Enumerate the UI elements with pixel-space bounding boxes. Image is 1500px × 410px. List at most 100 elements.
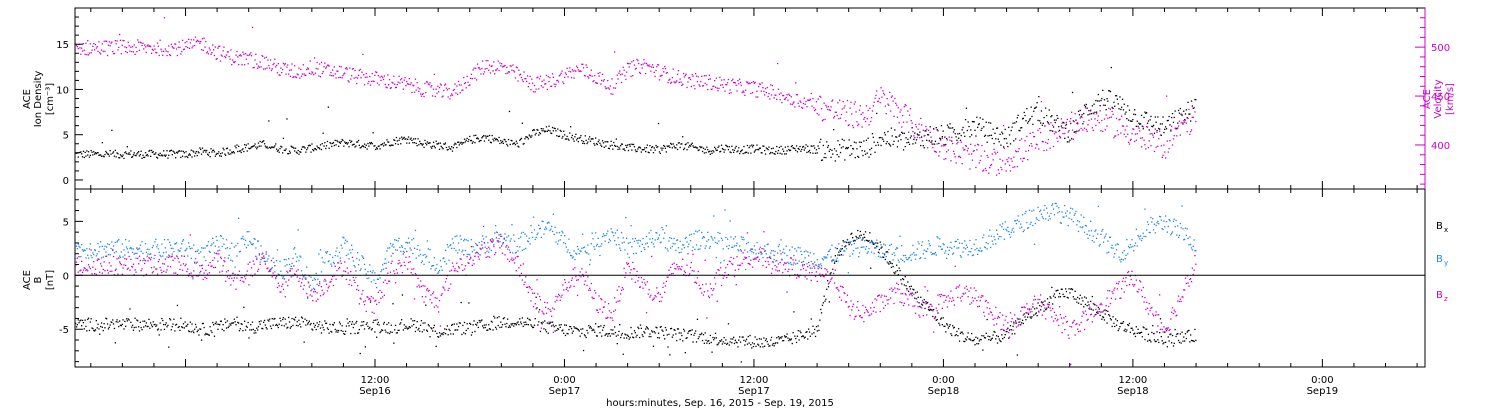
top-point: [338, 141, 341, 143]
top-point: [1015, 151, 1018, 153]
bottom-point: [641, 334, 643, 336]
top-point: [825, 157, 827, 159]
top-point: [673, 145, 675, 147]
bottom-point: [602, 326, 605, 329]
bottom-point: [884, 258, 886, 261]
bottom-point: [173, 318, 175, 320]
top-point: [543, 79, 545, 81]
bottom-point: [751, 248, 754, 250]
bottom-point: [825, 256, 827, 258]
top-point: [994, 151, 996, 153]
bottom-point: [549, 322, 551, 324]
top-point: [1015, 150, 1017, 152]
bottom-point: [595, 335, 598, 337]
top-point: [833, 129, 835, 131]
bottom-point: [220, 235, 222, 237]
bottom-point: [538, 321, 540, 323]
top-point: [504, 139, 506, 141]
bottom-point: [715, 256, 717, 259]
bottom-point: [253, 237, 255, 240]
bottom-point: [723, 259, 725, 262]
bottom-point: [618, 330, 620, 333]
bottom-point: [897, 259, 899, 261]
top-point: [877, 100, 880, 102]
bottom-point: [752, 345, 755, 348]
bottom-point: [123, 249, 125, 251]
top-point: [822, 144, 824, 147]
bottom-point: [386, 250, 388, 252]
top-point: [75, 44, 78, 47]
top-point: [297, 149, 299, 152]
top-point: [194, 44, 196, 47]
bottom-point: [943, 244, 945, 246]
bottom-point: [315, 328, 317, 331]
top-point: [1081, 114, 1083, 116]
bottom-point: [1085, 297, 1087, 299]
top-point: [936, 143, 938, 145]
top-point: [786, 94, 788, 96]
top-point: [553, 127, 555, 129]
top-point: [619, 148, 621, 150]
top-point: [1169, 124, 1171, 126]
top-point: [286, 118, 288, 120]
top-point: [718, 145, 720, 147]
bottom-point: [601, 243, 603, 245]
top-point: [432, 145, 434, 147]
bottom-point: [1029, 316, 1031, 318]
top-point: [897, 140, 899, 142]
bottom-point: [1181, 331, 1183, 333]
bottom-point: [219, 249, 221, 251]
top-point: [1125, 111, 1127, 113]
top-point: [865, 105, 868, 107]
top-point: [179, 46, 181, 49]
top-point: [484, 135, 486, 137]
bottom-point: [204, 247, 206, 249]
bottom-point: [426, 329, 428, 331]
bottom-point: [775, 342, 777, 344]
bottom-point: [427, 324, 429, 326]
bottom-point: [551, 321, 554, 323]
top-point: [627, 63, 630, 65]
top-point: [1159, 134, 1162, 136]
bottom-point: [532, 326, 534, 329]
bottom-point: [530, 324, 532, 326]
top-point: [210, 53, 212, 55]
top-point: [108, 155, 110, 157]
top-point: [917, 134, 919, 136]
bottom-point: [300, 316, 303, 318]
top-point: [607, 147, 610, 149]
bottom-point: [825, 298, 827, 300]
bottom-point: [776, 259, 778, 262]
top-point: [1016, 117, 1018, 119]
top-point: [1119, 96, 1121, 98]
bottom-point: [89, 321, 91, 323]
top-point: [947, 126, 949, 128]
top-point: [957, 133, 959, 135]
bottom-point: [912, 288, 914, 290]
top-point: [507, 145, 509, 147]
bottom-point: [745, 243, 748, 245]
top-point: [206, 153, 209, 155]
bottom-point: [329, 253, 331, 256]
top-point: [444, 143, 446, 145]
bottom-point: [217, 328, 219, 330]
bottom-point: [764, 245, 766, 247]
top-point: [1166, 120, 1168, 122]
bottom-point: [565, 324, 567, 326]
top-point: [857, 155, 859, 158]
top-point: [689, 77, 691, 79]
bottom-point: [503, 238, 505, 240]
top-point: [1120, 108, 1122, 111]
top-point: [758, 147, 761, 149]
top-point: [357, 74, 360, 76]
bottom-point: [90, 255, 92, 257]
bottom-point: [184, 321, 186, 323]
bottom-point: [811, 333, 813, 335]
bottom-point: [238, 322, 240, 324]
top-point: [93, 43, 95, 45]
bottom-point: [103, 323, 105, 325]
top-point: [440, 84, 442, 86]
bottom-point: [428, 325, 430, 327]
bottom-point: [976, 343, 978, 345]
bottom-point: [355, 276, 357, 279]
